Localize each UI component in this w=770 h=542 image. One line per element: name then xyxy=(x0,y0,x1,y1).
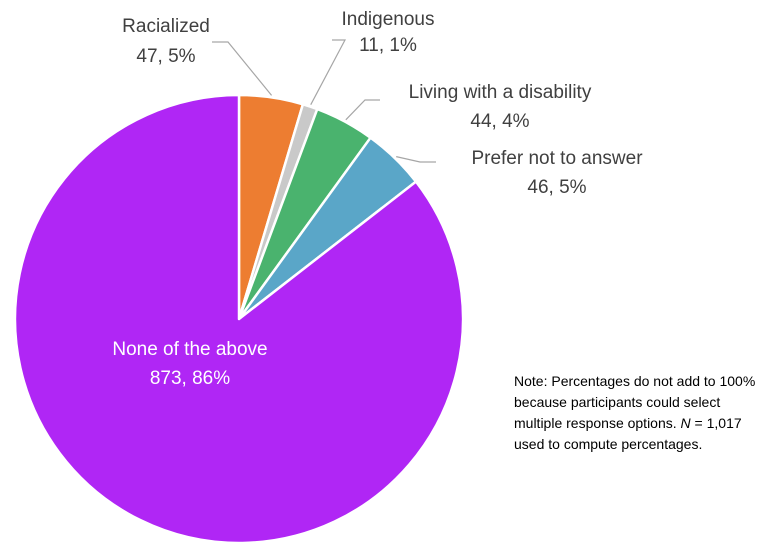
leader-line-racialized xyxy=(212,41,273,96)
category-label-none: None of the above xyxy=(112,339,267,360)
pie-slice-none-of-the-above xyxy=(13,93,465,542)
leader-line-prefer-not xyxy=(396,156,436,163)
leader-lines xyxy=(212,39,436,163)
label-none-of-the-above: None of the above 873, 86% xyxy=(112,339,267,389)
leader-line-indigenous xyxy=(310,39,346,105)
value-label-disability: 44, 4% xyxy=(470,111,529,132)
label-indigenous: Indigenous 11, 1% xyxy=(342,9,435,56)
label-racialized: Racialized 47, 5% xyxy=(122,16,210,67)
category-label-disability: Living with a disability xyxy=(409,82,592,103)
category-label-indigenous: Indigenous xyxy=(342,9,435,30)
category-label-prefer-not: Prefer not to answer xyxy=(471,148,643,169)
note-prefix: Note: Percentages do not add to 100% bec… xyxy=(514,373,756,431)
note-suffix: = 1,017 used to compute percentages. xyxy=(514,415,742,452)
label-disability: Living with a disability 44, 4% xyxy=(409,82,592,132)
pie-slices xyxy=(13,93,465,542)
label-prefer-not: Prefer not to answer 46, 5% xyxy=(471,148,643,198)
value-label-none: 873, 86% xyxy=(150,368,230,389)
value-label-racialized: 47, 5% xyxy=(136,46,195,67)
note-n-symbol: N xyxy=(680,415,691,431)
chart-note: Note: Percentages do not add to 100% bec… xyxy=(514,371,769,455)
value-label-prefer-not: 46, 5% xyxy=(527,177,586,198)
leader-line-disability xyxy=(345,99,380,121)
value-label-indigenous: 11, 1% xyxy=(359,35,417,56)
category-label-racialized: Racialized xyxy=(122,16,210,37)
